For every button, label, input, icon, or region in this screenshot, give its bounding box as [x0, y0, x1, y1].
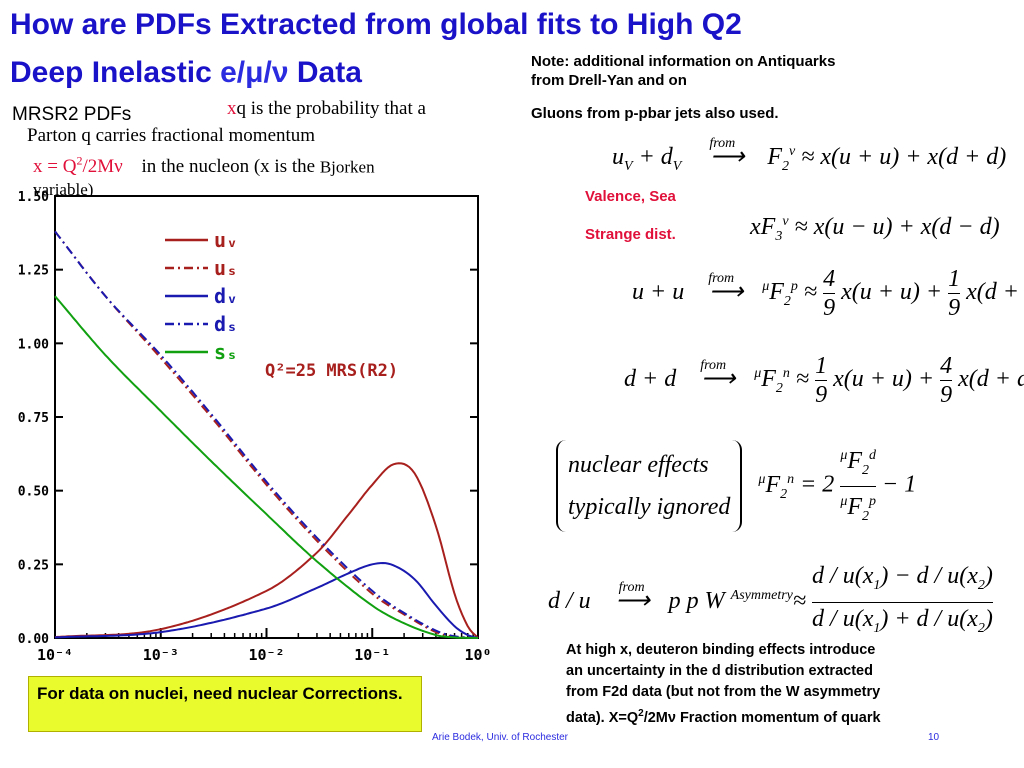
y-tick-label: 1.00	[18, 337, 49, 352]
equation-5: nuclear effects typically ignored μF2n =…	[556, 440, 916, 532]
x-def-formula: x = Q2/2Mν	[33, 154, 123, 178]
legend-label: dᵥ	[214, 284, 238, 308]
legend-label: sₛ	[214, 340, 238, 364]
slide-title-line1: How are PDFs Extracted from global fits …	[10, 8, 742, 41]
xq-prefix: x	[227, 98, 237, 119]
chart-annotation: Q²=25 MRS(R2)	[265, 361, 398, 381]
page-number: 10	[928, 732, 940, 743]
legend-label: uₛ	[214, 256, 238, 280]
legend-label: uᵥ	[214, 228, 238, 252]
nuclei-note-box: For data on nuclei, need nuclear Correct…	[28, 676, 422, 732]
strange-label: Strange dist.	[585, 226, 676, 243]
y-tick-label: 0.75	[18, 411, 49, 426]
equation-4: d + d from ⟶ μF2n ≈ 1 9 x(u + u) + 4 9 x(…	[624, 353, 1024, 408]
variable-label: variable)	[33, 180, 94, 199]
y-tick-label: 0.00	[18, 632, 49, 647]
high-x-line2: an uncertainty in the d distribution ext…	[566, 663, 873, 679]
x-tick-label: 10⁰	[464, 646, 491, 664]
note-line1: Note: additional information on Antiquar…	[531, 53, 836, 70]
series-line-4	[54, 295, 479, 639]
y-tick-label: 1.25	[18, 264, 49, 279]
title-symbols: e/μ/ν	[220, 56, 289, 89]
xq-rest: q is the probability that a	[236, 98, 426, 119]
equation-2: xF3ν ≈ x(u − u) + x(d − d)	[750, 214, 1000, 244]
series-line-3	[54, 230, 479, 639]
y-tick-label: 0.25	[18, 558, 49, 573]
note-block: Note: additional information on Antiquar…	[531, 52, 835, 123]
title-prefix: Deep Inelastic	[10, 56, 212, 89]
nuclear-effects-label: nuclear effects	[568, 452, 709, 478]
y-tick-label: 0.50	[18, 485, 49, 500]
x-def-text: in the nucleon (x is the	[141, 156, 316, 178]
subtitle: MRSR2 PDFs	[12, 104, 132, 125]
equation-6: d / u from ⟶ p p W Asymmetry≈ d / u(x1) −…	[548, 560, 993, 645]
bjorken-label: Bjorken	[319, 157, 375, 177]
note-line3: Gluons from p-pbar jets also used.	[531, 105, 779, 122]
footer-author: Arie Bodek, Univ. of Rochester	[432, 732, 568, 743]
typically-ignored-label: typically ignored	[568, 494, 731, 520]
x-definition: x = Q2/2Mν in the nucleon (x is the Bjor…	[33, 154, 375, 178]
legend-label: dₛ	[214, 312, 238, 336]
x-tick-label: 10⁻⁴	[37, 646, 73, 664]
pdf-chart: 0.00 0.25 0.50 0.75 1.00 1.25 1.50 10⁻⁴ 10⁻³ 10⁻²…	[18, 190, 492, 664]
series-line-1	[54, 230, 479, 639]
x-tick-label: 10⁻¹	[354, 646, 390, 664]
high-x-line3: from F2d data (but not from the W asymme…	[566, 684, 881, 700]
x-tick-label: 10⁻²	[248, 646, 284, 664]
equation-3: u + u from ⟶ μF2p ≈ 4 9 x(u + u) + 1 9 x(…	[632, 266, 1024, 321]
plot-frame	[54, 195, 479, 639]
x-tick-label: 10⁻³	[143, 646, 179, 664]
series-line-0	[54, 462, 479, 639]
high-x-line4: data). X=Q2/2Mν Fraction momentum of qua…	[566, 708, 881, 726]
parton-text: Parton q carries fractional momentum	[27, 125, 316, 146]
valence-sea-label: Valence, Sea	[585, 188, 676, 205]
note-line2: from Drell-Yan and on	[531, 72, 687, 89]
series-line-2	[54, 561, 479, 639]
equation-1: uV + dV from ⟶ F2ν ≈ x(u + u) + x(d + d)	[612, 136, 1007, 174]
high-x-note: At high x, deuteron binding effects intr…	[566, 640, 881, 729]
high-x-line1: At high x, deuteron binding effects intr…	[566, 642, 876, 658]
slide-title-line2: Deep Inelastic e/μ/ν Data	[10, 56, 362, 90]
xq-text: xq is the probability that a	[227, 98, 426, 120]
y-tick-label: 1.50	[18, 190, 49, 205]
title-suffix: Data	[296, 56, 362, 89]
